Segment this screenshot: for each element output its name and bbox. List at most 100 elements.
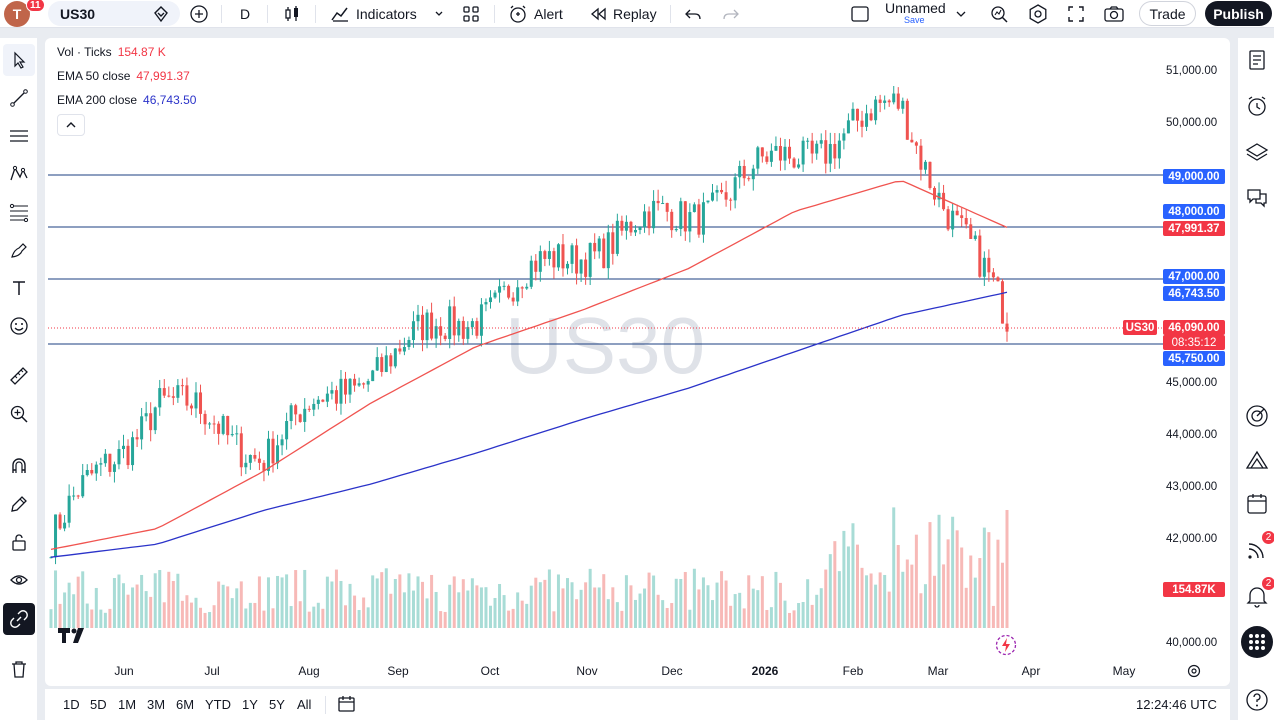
volume-bar bbox=[851, 523, 855, 628]
candles-icon[interactable] bbox=[283, 0, 301, 28]
stay-in-drawing-icon[interactable] bbox=[3, 488, 35, 520]
range-3m[interactable]: 3M bbox=[147, 697, 166, 712]
candle-body bbox=[806, 140, 810, 142]
range-ytd[interactable]: YTD bbox=[205, 697, 231, 712]
candle-body bbox=[955, 210, 959, 216]
pattern-icon[interactable] bbox=[3, 158, 35, 190]
user-avatar[interactable]: T 11 bbox=[4, 0, 45, 27]
price-axis-tick: 45,000.00 bbox=[1166, 377, 1218, 389]
candle-body bbox=[366, 381, 370, 385]
volume-bar bbox=[878, 572, 882, 628]
chat-icon[interactable] bbox=[1240, 182, 1274, 214]
indicators-button[interactable]: Indicators bbox=[330, 0, 417, 28]
candle-body bbox=[846, 120, 850, 134]
price-axis-tick: 40,000.00 bbox=[1166, 637, 1218, 649]
interval-button[interactable]: D bbox=[240, 0, 250, 28]
candle-body bbox=[348, 378, 352, 395]
time-axis-tick: Mar bbox=[927, 664, 949, 678]
volume-bar bbox=[307, 611, 311, 628]
compare-diamond-icon[interactable] bbox=[152, 0, 170, 28]
publish-button[interactable]: Publish bbox=[1205, 1, 1272, 26]
candle-body bbox=[960, 215, 964, 219]
watchlist-icon[interactable] bbox=[1240, 44, 1274, 76]
trade-button[interactable]: Trade bbox=[1139, 1, 1196, 26]
target-icon[interactable] bbox=[1240, 400, 1274, 432]
range-1y[interactable]: 1Y bbox=[242, 697, 258, 712]
link-icon[interactable] bbox=[3, 603, 35, 635]
cursor-arrow-icon[interactable] bbox=[3, 44, 35, 76]
range-5d[interactable]: 5D bbox=[90, 697, 107, 712]
candle-body bbox=[656, 200, 660, 204]
legend-volume[interactable]: Vol · Ticks 154.87 K bbox=[57, 45, 166, 59]
signal-icon[interactable]: 2 bbox=[1240, 530, 1274, 566]
text-tool-icon[interactable] bbox=[3, 272, 35, 304]
horizontal-lines-icon[interactable] bbox=[3, 120, 35, 152]
layers-icon[interactable] bbox=[1240, 136, 1274, 168]
brush-icon[interactable] bbox=[3, 234, 35, 266]
volume-bar bbox=[470, 578, 474, 628]
trend-line-icon[interactable] bbox=[3, 82, 35, 114]
candle-body bbox=[987, 257, 991, 273]
volume-bar bbox=[896, 544, 900, 628]
range-all[interactable]: All bbox=[297, 697, 312, 712]
magnet-icon[interactable] bbox=[3, 450, 35, 482]
volume-bar bbox=[842, 530, 846, 628]
alerts-clock-icon[interactable] bbox=[1240, 90, 1274, 122]
calendar-icon[interactable] bbox=[1240, 488, 1274, 520]
replay-button[interactable]: Replay bbox=[589, 0, 657, 28]
range-1m[interactable]: 1M bbox=[118, 697, 137, 712]
volume-bar bbox=[1005, 509, 1009, 628]
chart-canvas[interactable]: US30 bbox=[45, 38, 1230, 686]
ideas-triangle-icon[interactable] bbox=[1240, 444, 1274, 476]
legend-ema200[interactable]: EMA 200 close 46,743.50 bbox=[57, 93, 196, 107]
chevron-up-icon bbox=[66, 122, 76, 128]
volume-bar bbox=[407, 573, 411, 628]
axis-settings-icon[interactable] bbox=[1187, 664, 1201, 683]
range-1d[interactable]: 1D bbox=[63, 697, 80, 712]
volume-bar bbox=[584, 582, 588, 628]
emoji-icon[interactable] bbox=[3, 310, 35, 342]
notifications-bell-icon[interactable]: 2 bbox=[1240, 576, 1274, 612]
legend-collapse-button[interactable] bbox=[57, 114, 85, 136]
symbol-name[interactable]: US30 bbox=[60, 6, 96, 22]
candle-body bbox=[303, 408, 307, 422]
fullscreen-icon[interactable] bbox=[1067, 0, 1085, 28]
fib-retracement-icon[interactable] bbox=[3, 196, 35, 228]
volume-bar bbox=[94, 587, 98, 628]
eye-icon[interactable] bbox=[3, 564, 35, 596]
goto-date-icon[interactable] bbox=[337, 695, 357, 716]
legend-ema50[interactable]: EMA 50 close 47,991.37 bbox=[57, 69, 190, 83]
lightning-icon[interactable] bbox=[995, 634, 1017, 661]
volume-bar bbox=[697, 589, 701, 628]
time-axis-tick: Dec bbox=[661, 664, 683, 678]
undo-icon[interactable] bbox=[684, 0, 702, 28]
volume-bar bbox=[461, 579, 465, 628]
candle-body bbox=[742, 165, 746, 179]
add-symbol-icon[interactable] bbox=[189, 0, 209, 28]
price-axis-tick: 43,000.00 bbox=[1166, 481, 1218, 493]
trash-icon[interactable] bbox=[3, 653, 35, 685]
indicators-dropdown-icon[interactable] bbox=[434, 0, 444, 28]
volume-bar bbox=[221, 584, 225, 628]
layout-name[interactable]: Unnamed bbox=[885, 0, 946, 16]
range-6m[interactable]: 6M bbox=[176, 697, 195, 712]
layout-dropdown-icon[interactable] bbox=[955, 0, 967, 28]
range-5y[interactable]: 5Y bbox=[269, 697, 285, 712]
redo-icon[interactable] bbox=[722, 0, 740, 28]
quick-search-icon[interactable] bbox=[989, 0, 1011, 28]
settings-gear-icon[interactable] bbox=[1028, 0, 1048, 28]
candle-body bbox=[248, 454, 252, 463]
utc-clock[interactable]: 12:24:46 UTC bbox=[1136, 697, 1217, 712]
zoom-in-icon[interactable] bbox=[3, 398, 35, 430]
ruler-icon[interactable] bbox=[3, 360, 35, 392]
help-icon[interactable] bbox=[1240, 684, 1274, 716]
screenshot-camera-icon[interactable] bbox=[1103, 0, 1125, 28]
lock-icon[interactable] bbox=[3, 526, 35, 558]
alert-button[interactable]: Alert bbox=[508, 0, 563, 28]
templates-grid-icon[interactable] bbox=[462, 0, 480, 28]
apps-grid-icon[interactable] bbox=[1240, 626, 1274, 658]
candle-body bbox=[701, 202, 705, 235]
chart-panel[interactable]: US30 Vol · Ticks 154.87 K EMA 50 close 47,… bbox=[45, 38, 1230, 686]
volume-bar bbox=[815, 594, 819, 628]
layout-checkbox-icon[interactable] bbox=[850, 0, 870, 28]
